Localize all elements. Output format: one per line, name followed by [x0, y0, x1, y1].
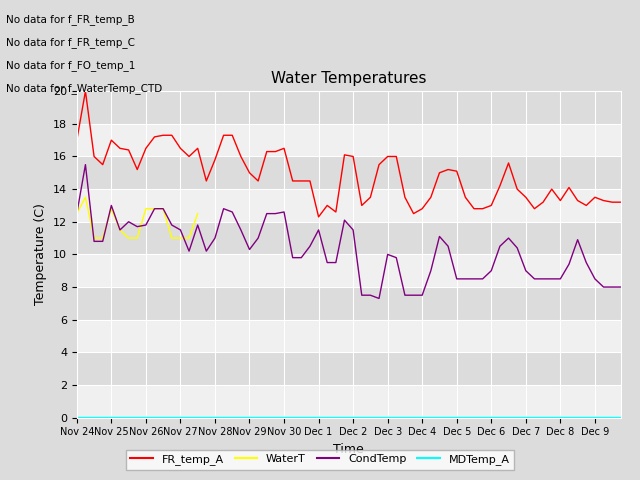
Bar	[77, 124, 621, 156]
X-axis label: Time: Time	[333, 443, 364, 456]
Bar	[77, 352, 621, 385]
Y-axis label: Temperature (C): Temperature (C)	[35, 204, 47, 305]
Bar	[77, 385, 621, 418]
Text: No data for f_FO_temp_1: No data for f_FO_temp_1	[6, 60, 136, 72]
Bar	[77, 189, 621, 222]
Bar	[77, 287, 621, 320]
Bar	[77, 91, 621, 124]
Text: No data for f_FR_temp_C: No data for f_FR_temp_C	[6, 37, 136, 48]
Text: No data for f_FR_temp_B: No data for f_FR_temp_B	[6, 14, 135, 25]
Bar	[77, 156, 621, 189]
Bar	[77, 254, 621, 287]
Text: No data for f_WaterTemp_CTD: No data for f_WaterTemp_CTD	[6, 84, 163, 95]
Title: Water Temperatures: Water Temperatures	[271, 71, 426, 86]
Bar	[77, 222, 621, 254]
Bar	[77, 320, 621, 352]
Legend: FR_temp_A, WaterT, CondTemp, MDTemp_A: FR_temp_A, WaterT, CondTemp, MDTemp_A	[126, 450, 514, 469]
